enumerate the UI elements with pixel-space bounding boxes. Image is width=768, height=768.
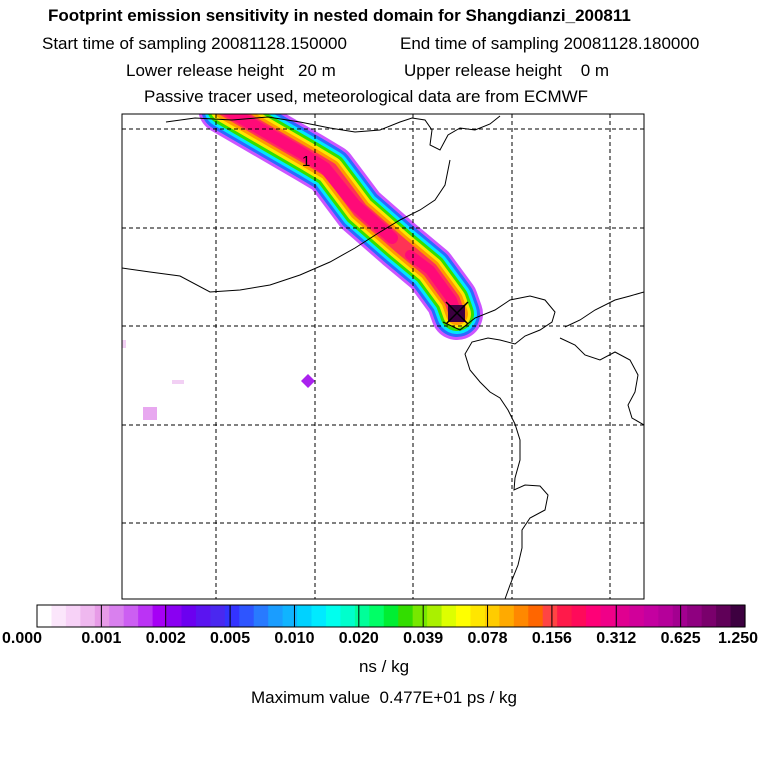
isolated-patch-2 [143,407,157,420]
colorbar-swatch [239,605,255,627]
colorbar-tick-label: 0.002 [145,630,186,647]
colorbar-swatch [398,605,414,627]
colorbar-tick-label: 0.156 [531,630,572,647]
colorbar-swatch [557,605,573,627]
colorbar-swatch [297,605,313,627]
colorbar-swatch [427,605,443,627]
colorbar-swatch [658,605,674,627]
colorbar-tick-label: 0.039 [403,630,444,647]
colorbar-swatch [484,605,500,627]
colorbar-tick-label: 0.020 [338,630,379,647]
graticule [122,114,644,599]
colorbar-swatch [499,605,515,627]
coastline-north [165,115,501,151]
coastline-bay [122,159,451,293]
colorbar-swatch [37,605,53,627]
colorbar-swatch [65,605,81,627]
colorbar-swatch [224,605,240,627]
colorbar-swatch [542,605,558,627]
colorbar [36,604,746,628]
colorbar-swatch [152,605,168,627]
colorbar-unit: ns / kg [358,657,410,676]
colorbar-swatch [716,605,732,627]
colorbar-swatch [181,605,197,627]
colorbar-swatch [730,605,746,627]
colorbar-swatch [528,605,544,627]
isolated-patch-1 [301,374,315,388]
colorbar-swatch [614,605,631,627]
colorbar-swatch [441,605,457,627]
colorbar-swatch [94,605,110,627]
colorbar-swatch [383,605,399,627]
colorbar-swatch [369,605,385,627]
colorbar-frame [36,604,746,628]
colorbar-swatch [456,605,472,627]
isolated-patch-4 [122,340,126,348]
colorbar-swatch [571,605,587,627]
colorbar-swatch [325,605,342,627]
colorbar-tick-label: 0.312 [596,630,637,647]
tracer-note: Passive tracer used, meteorological data… [144,87,589,106]
colorbar-swatch [600,605,616,627]
colorbar-swatch [701,605,717,627]
colorbar-swatch [123,605,139,627]
colorbar-swatch [138,605,154,627]
coastline-peninsula [442,295,556,599]
colorbar-swatch [586,605,602,627]
colorbar-swatch [354,605,370,627]
upper-height-label: Upper release height 0 m [404,61,610,80]
colorbar-tick-label: 0.625 [660,630,701,647]
colorbar-swatch [282,605,298,627]
colorbar-swatch [253,605,269,627]
map-frame [121,113,645,600]
colorbar-swatch [268,605,284,627]
colorbar-swatch [51,605,67,627]
colorbar-swatch [412,605,428,627]
end-time-label: End time of sampling 20081128.180000 [400,34,700,53]
colorbar-swatch [629,605,645,627]
colorbar-swatch [167,605,183,627]
colorbar-swatch [311,605,327,627]
colorbar-swatch [687,605,703,627]
colorbar-swatch [340,605,356,627]
receptor-marker [445,301,469,325]
colorbar-swatch [109,605,125,627]
plume-core-magenta [222,114,398,244]
colorbar-swatch [643,605,659,627]
colorbar-swatch [470,605,486,627]
colorbar-tick-label: 0.005 [210,630,251,647]
coastline-layer [122,115,644,599]
lower-height-label: Lower release height 20 m [126,61,336,80]
plume-layer [122,114,483,420]
colorbar-swatch [195,605,211,627]
start-time-label: Start time of sampling 20081128.150000 [42,34,347,53]
colorbar-swatch [80,605,96,627]
colorbar-tick-label: 0.078 [467,630,508,647]
colorbar-swatch [513,605,529,627]
maximum-value-label: Maximum value 0.477E+01 ps / kg [251,688,517,707]
coastline-east-island [564,291,644,328]
plume-marker-label: 1 [302,153,310,170]
colorbar-swatch [210,605,226,627]
colorbar-tick-label: 0.000 [1,630,43,647]
coastline-east-coast [559,337,644,426]
isolated-patch-3 [172,380,184,384]
colorbar-tick-label: 0.001 [81,630,122,647]
colorbar-tick-label: 1.250 [717,630,759,647]
colorbar-tick-label: 0.010 [274,630,315,647]
plot-title: Footprint emission sensitivity in nested… [48,6,631,25]
